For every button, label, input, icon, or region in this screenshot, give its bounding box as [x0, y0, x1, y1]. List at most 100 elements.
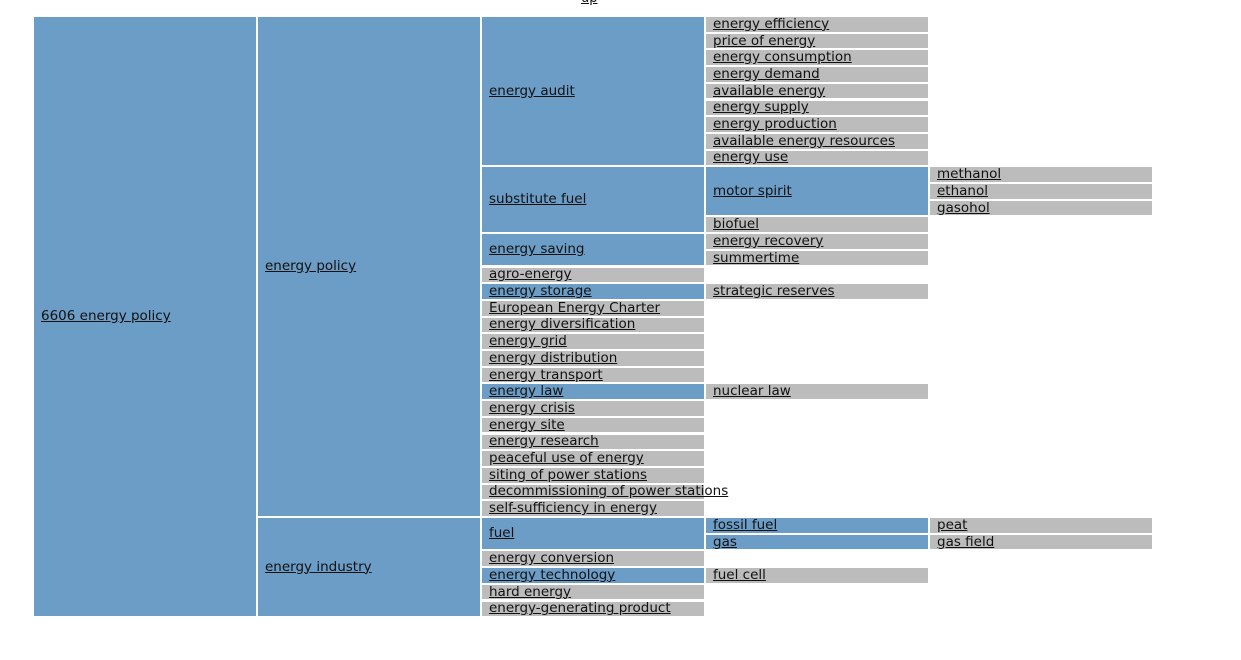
term-link[interactable]: energy storage — [489, 283, 592, 300]
term-link[interactable]: energy use — [713, 149, 789, 166]
term-link[interactable]: energy site — [489, 416, 565, 433]
tree-node-energy-consumption: energy consumption — [705, 49, 929, 67]
tree-node-energy-conversion: energy conversion — [481, 550, 705, 568]
tree-node-energy-industry: energy industry — [257, 517, 481, 618]
term-link[interactable]: energy research — [489, 433, 599, 450]
term-link[interactable]: peat — [937, 516, 968, 533]
tree-node-energy-generating-product: energy-generating product — [481, 600, 705, 618]
tree-node-energy-use: energy use — [705, 149, 929, 167]
tree-node-strategic-reserves: strategic reserves — [705, 283, 929, 300]
tree-node-peat: peat — [929, 517, 1153, 534]
tree-node-energy-demand: energy demand — [705, 66, 929, 83]
tree-node-fossil-fuel: fossil fuel — [705, 517, 929, 534]
tree-node-energy-production: energy production — [705, 116, 929, 133]
tree-node-6606-energy-policy: 6606 energy policy — [33, 16, 257, 618]
tree-node-energy-crisis: energy crisis — [481, 400, 705, 417]
tree-node-hard-energy: hard energy — [481, 583, 705, 601]
term-link[interactable]: available energy resources — [713, 132, 895, 149]
term-link[interactable]: 6606 energy policy — [41, 308, 171, 325]
term-link[interactable]: European Energy Charter — [489, 299, 661, 316]
term-link[interactable]: gas field — [937, 533, 995, 550]
term-link[interactable]: price of energy — [713, 32, 816, 49]
tree-node-fuel-cell: fuel cell — [705, 567, 929, 584]
term-link[interactable]: self-sufficiency in energy — [489, 500, 657, 517]
tree-node-self-sufficiency-in-energy: self-sufficiency in energy — [481, 500, 705, 517]
tree-node-gasohol: gasohol — [929, 199, 1153, 217]
term-link[interactable]: energy distribution — [489, 349, 618, 366]
tree-node-siting-of-power-stations: siting of power stations — [481, 466, 705, 484]
tree-node-energy-audit: energy audit — [481, 16, 705, 167]
up-link[interactable]: up — [581, 0, 598, 6]
tree-node-biofuel: biofuel — [705, 216, 929, 234]
tree-node-peaceful-use-of-energy: peaceful use of energy — [481, 450, 705, 467]
tree-node-available-energy: available energy — [705, 82, 929, 100]
term-link[interactable]: energy supply — [713, 99, 809, 116]
term-link[interactable]: energy audit — [489, 82, 575, 99]
term-link[interactable]: strategic reserves — [713, 283, 835, 300]
term-link[interactable]: hard energy — [489, 583, 572, 600]
tree-node-energy-law: energy law — [481, 383, 705, 401]
term-link[interactable]: peaceful use of energy — [489, 450, 644, 467]
tree-node-price-of-energy: price of energy — [705, 32, 929, 50]
tree-node-energy-supply: energy supply — [705, 99, 929, 117]
tree-node-summertime: summertime — [705, 249, 929, 267]
term-link[interactable]: energy transport — [489, 366, 603, 383]
term-link[interactable]: energy demand — [713, 65, 820, 82]
tree-node-energy-transport: energy transport — [481, 366, 705, 384]
tree-node-decommissioning-of-power-stations: decommissioning of power stations — [481, 483, 728, 501]
term-link[interactable]: decommissioning of power stations — [489, 483, 729, 500]
term-link[interactable]: available energy — [713, 82, 826, 99]
tree-node-energy-saving: energy saving — [481, 233, 705, 267]
tree-node-methanol: methanol — [929, 166, 1153, 183]
term-link[interactable]: fossil fuel — [713, 516, 778, 533]
term-link[interactable]: energy saving — [489, 241, 585, 258]
term-link[interactable]: ethanol — [937, 182, 988, 199]
tree-node-energy-recovery: energy recovery — [705, 233, 929, 250]
term-link[interactable]: energy technology — [489, 566, 616, 583]
tree-node-energy-efficiency: energy efficiency — [705, 16, 929, 33]
term-link[interactable]: energy production — [713, 116, 837, 133]
term-link[interactable]: energy-generating product — [489, 600, 671, 617]
term-link[interactable]: gasohol — [937, 199, 990, 216]
term-link[interactable]: nuclear law — [713, 383, 791, 400]
tree-node-energy-site: energy site — [481, 416, 705, 434]
tree-node-energy-diversification: energy diversification — [481, 316, 705, 334]
tree-node-european-energy-charter: European Energy Charter — [481, 299, 705, 317]
term-link[interactable]: energy recovery — [713, 232, 824, 249]
term-link[interactable]: fuel — [489, 525, 515, 542]
term-link[interactable]: energy law — [489, 383, 564, 400]
term-link[interactable]: energy consumption — [713, 49, 852, 66]
tree-node-energy-research: energy research — [481, 433, 705, 451]
tree-node-gas-field: gas field — [929, 533, 1153, 551]
term-link[interactable]: fuel cell — [713, 566, 766, 583]
term-link[interactable]: biofuel — [713, 216, 759, 233]
term-link[interactable]: energy efficiency — [713, 15, 830, 32]
term-link[interactable]: methanol — [937, 166, 1002, 183]
term-link[interactable]: gas — [713, 533, 737, 550]
term-link[interactable]: energy industry — [265, 558, 372, 575]
term-link[interactable]: energy diversification — [489, 316, 636, 333]
tree-node-ethanol: ethanol — [929, 183, 1153, 200]
tree-node-energy-policy: energy policy — [257, 16, 481, 517]
tree-node-fuel: fuel — [481, 517, 705, 551]
term-link[interactable]: energy conversion — [489, 550, 615, 567]
tree-node-gas: gas — [705, 533, 929, 551]
term-link[interactable]: agro-energy — [489, 266, 572, 283]
term-link[interactable]: substitute fuel — [489, 191, 587, 208]
term-link[interactable]: energy grid — [489, 333, 567, 350]
tree-node-energy-distribution: energy distribution — [481, 350, 705, 367]
term-link[interactable]: energy crisis — [489, 399, 575, 416]
term-link[interactable]: motor spirit — [713, 182, 792, 199]
term-link[interactable]: summertime — [713, 249, 800, 266]
tree-node-available-energy-resources: available energy resources — [705, 132, 929, 150]
term-link[interactable]: energy policy — [265, 258, 357, 274]
tree-node-motor-spirit: motor spirit — [705, 166, 929, 217]
tree-node-energy-technology: energy technology — [481, 567, 705, 584]
tree-node-nuclear-law: nuclear law — [705, 383, 929, 401]
term-link[interactable]: siting of power stations — [489, 466, 648, 483]
tree-node-substitute-fuel: substitute fuel — [481, 166, 705, 234]
tree-node-agro-energy: agro-energy — [481, 266, 705, 284]
tree-node-energy-storage: energy storage — [481, 283, 705, 300]
tree-node-energy-grid: energy grid — [481, 333, 705, 350]
